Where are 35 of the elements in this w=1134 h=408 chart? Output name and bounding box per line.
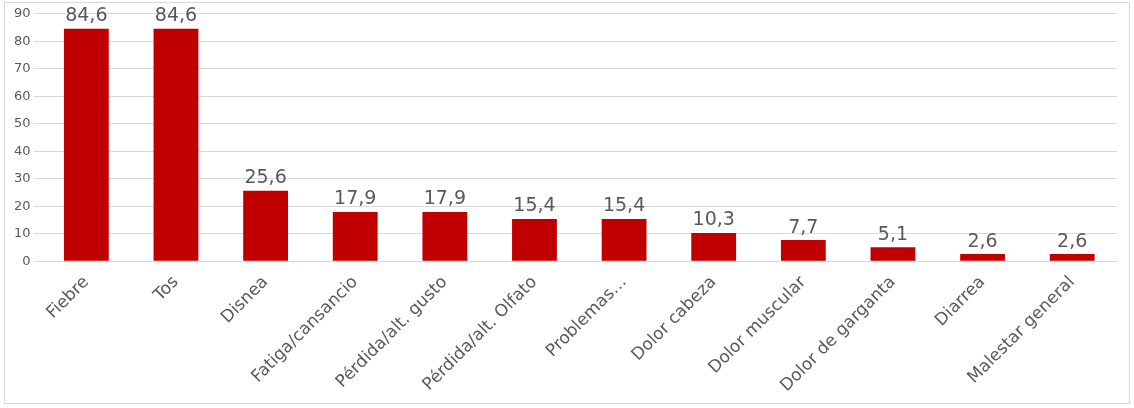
y-tick-label: 20 [14,197,31,213]
data-label: 15,4 [513,193,556,216]
bar [153,28,199,261]
bar [422,212,468,261]
bar [1049,254,1095,261]
bar [780,240,826,261]
bar [63,28,109,261]
bar [870,247,916,261]
y-tick-label: 80 [14,32,31,48]
y-tick-label: 50 [14,115,31,131]
data-label: 7,7 [788,214,819,237]
bar [601,218,647,261]
bar [960,254,1005,261]
data-label: 2,6 [967,228,998,251]
bar [243,190,288,261]
bar [691,232,737,261]
y-tick-label: 10 [14,225,31,241]
data-label: 84,6 [154,3,198,26]
bar [332,212,378,261]
y-tick-label: 60 [14,87,31,103]
data-label: 25,6 [244,165,287,188]
x-tick-label: Tos [148,271,183,306]
data-label: 17,9 [423,186,466,209]
y-tick-label: 70 [14,60,31,76]
data-label: 5,1 [877,221,909,244]
data-label: 15,4 [602,193,646,216]
data-label: 2,6 [1057,228,1088,251]
data-label: 84,6 [65,3,108,26]
bar [512,218,557,261]
data-label: 10,3 [692,207,735,230]
y-tick-label: 90 [14,5,31,21]
data-label: 17,9 [334,186,377,209]
y-tick-label: 30 [14,170,31,186]
y-tick-label: 40 [14,142,31,158]
y-tick-label: 0 [22,252,31,268]
